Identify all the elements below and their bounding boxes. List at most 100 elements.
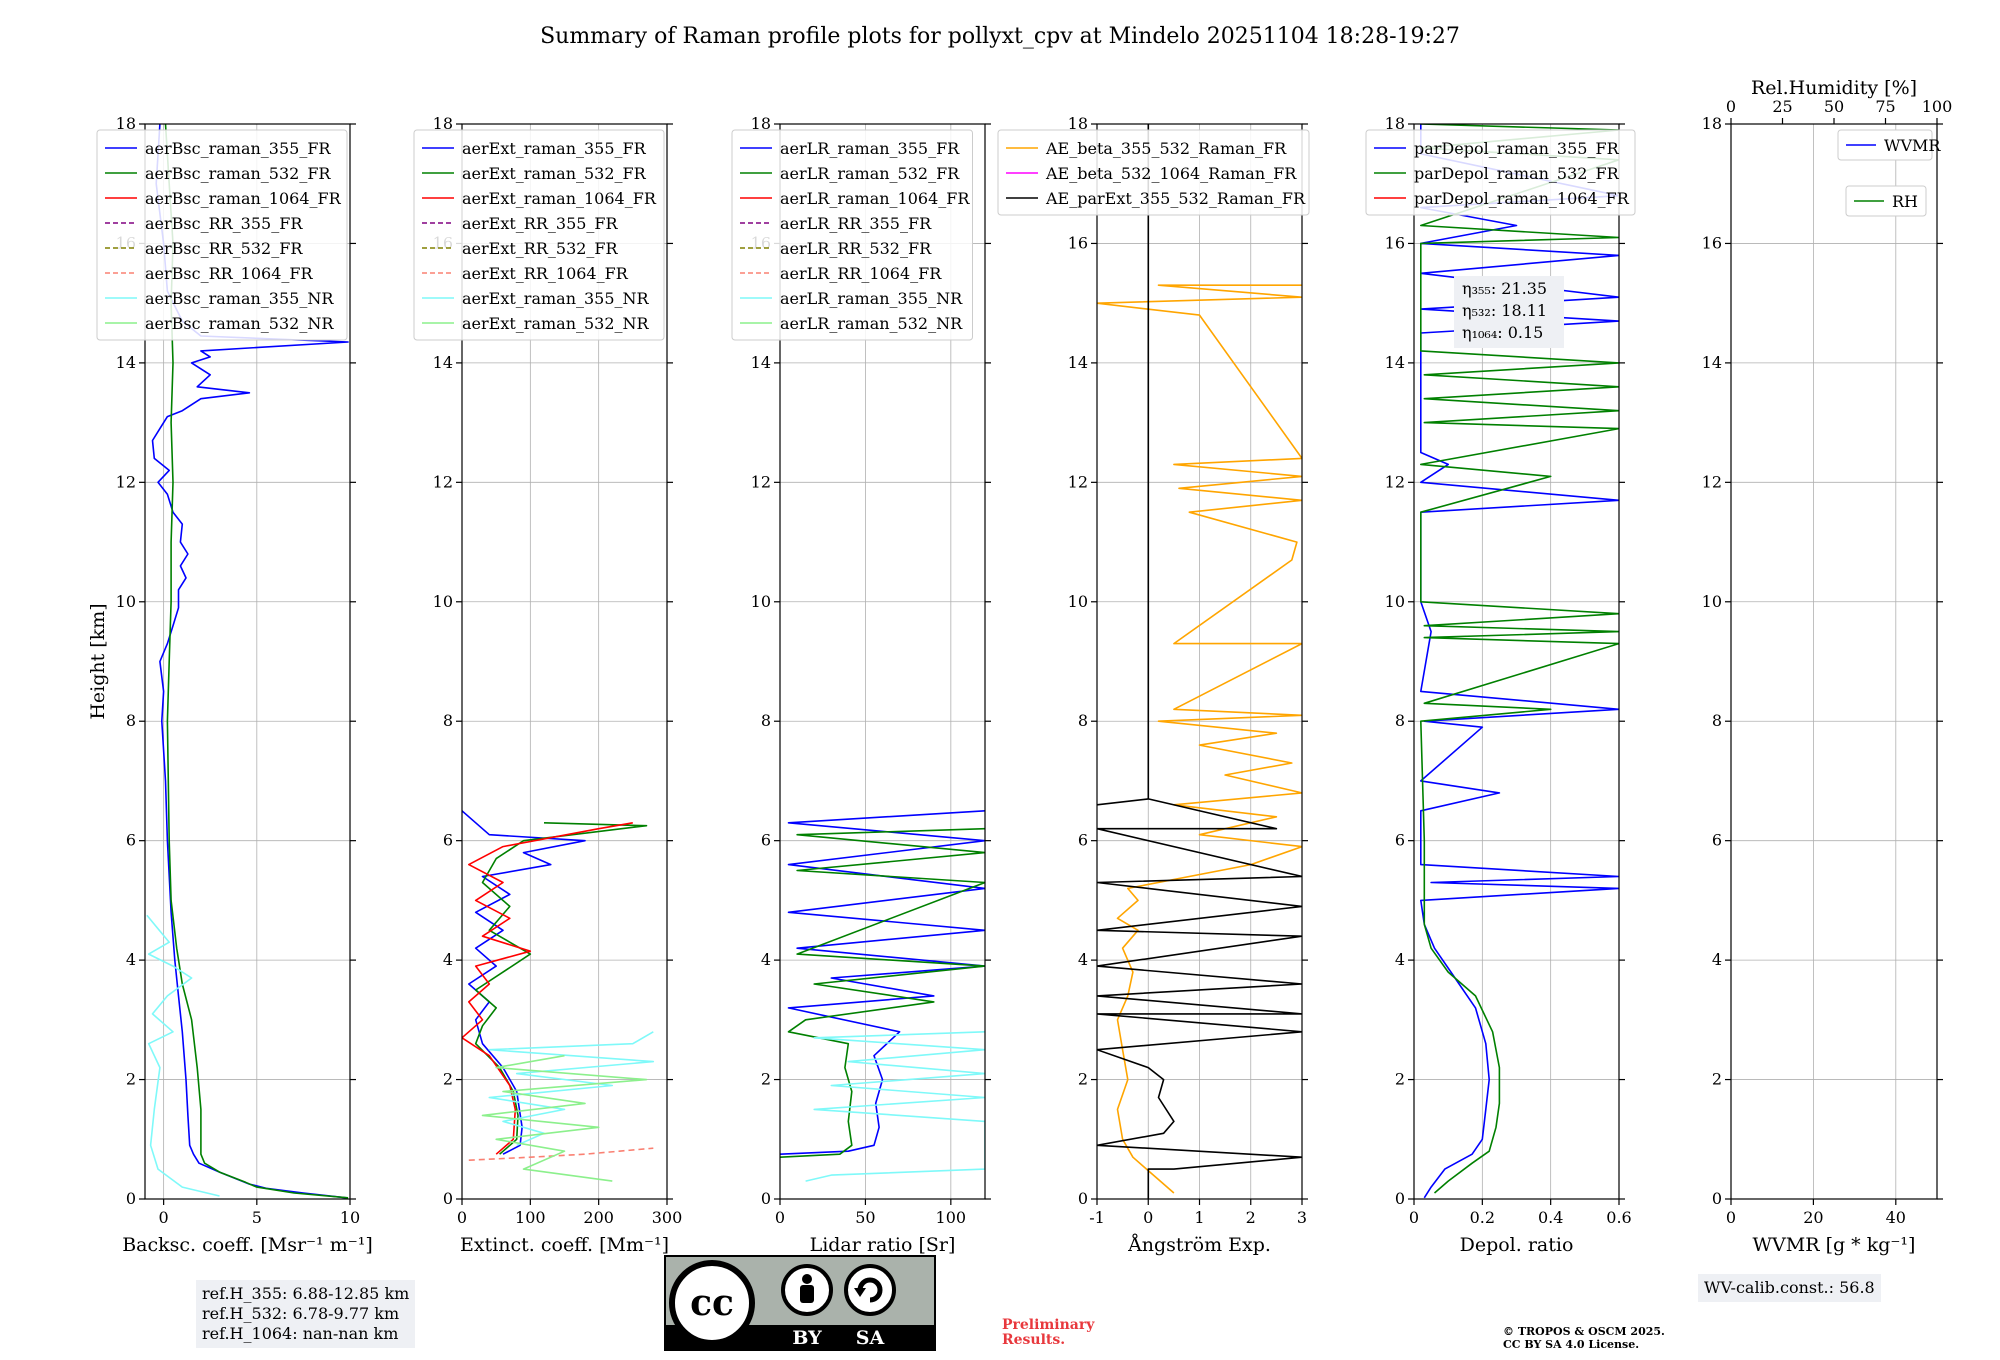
x-tick-label: 0 — [457, 1208, 467, 1227]
top-x-tick-label: 75 — [1875, 97, 1895, 116]
legend-label: aerBsc_RR_1064_FR — [145, 264, 314, 283]
panel-bsc: 0510024681012141618Backsc. coeff. [Msr⁻¹… — [87, 114, 373, 1256]
x-tick-label: 10 — [340, 1208, 360, 1227]
axes-frame — [779, 123, 986, 1200]
series-group — [146, 124, 349, 1199]
series-aerExt_raman_355_FR — [462, 810, 586, 1155]
top-x-tick-label: 0 — [1726, 97, 1736, 116]
y-tick-label: 12 — [116, 472, 136, 491]
series-aerExt_raman_532_NR — [481, 1054, 648, 1182]
series-aerExt_raman_355_NR — [488, 1031, 655, 1147]
y-tick-label: 4 — [443, 950, 453, 969]
y-tick-label: 18 — [751, 114, 771, 133]
y-tick-label: 12 — [1068, 472, 1088, 491]
x-tick-label: 5 — [252, 1208, 262, 1227]
preliminary-line-1: Preliminary — [1002, 1317, 1095, 1333]
y-tick-label: 16 — [1068, 233, 1088, 252]
y-tick-label: 4 — [1712, 950, 1722, 969]
legend-label: RH — [1892, 192, 1918, 211]
y-tick-label: 14 — [1385, 353, 1405, 372]
y-tick-label: 8 — [761, 711, 771, 730]
x-tick-label: 200 — [583, 1208, 614, 1227]
preliminary-note: Preliminary Results. — [1002, 1318, 1094, 1348]
y-tick-label: 0 — [1395, 1189, 1405, 1208]
legend-label: aerLR_raman_355_NR — [780, 289, 963, 308]
series-AE_parExt_355_532_Raman_FR — [1097, 124, 1302, 1199]
legend-label: aerExt_raman_532_FR — [462, 164, 647, 183]
x-axis-label: Extinct. coeff. [Mm⁻¹] — [460, 1234, 669, 1256]
top-x-tick-label: 25 — [1772, 97, 1792, 116]
y-tick-label: 10 — [751, 592, 771, 611]
y-tick-label: 4 — [1395, 950, 1405, 969]
y-tick-label: 0 — [1712, 1189, 1722, 1208]
legend-label: parDepol_raman_355_FR — [1414, 139, 1620, 158]
panel-ext: 0100200300024681012141618Extinct. coeff.… — [413, 114, 682, 1256]
legend-label: aerExt_RR_532_FR — [462, 239, 619, 258]
y-tick-label: 8 — [126, 711, 136, 730]
y-tick-label: 4 — [1078, 950, 1088, 969]
legend-label: aerBsc_raman_532_NR — [145, 314, 334, 333]
series-parDepol_raman_532_FR — [1420, 124, 1619, 1194]
x-tick-label: 40 — [1886, 1208, 1906, 1227]
x-axis-label: WVMR [g * kg⁻¹] — [1753, 1234, 1916, 1256]
cc-license-badge: cc BY SA — [664, 1255, 936, 1351]
series-aerBsc_raman_355_NR — [146, 914, 220, 1197]
reference-height-box: ref.H_355: 6.88-12.85 km ref.H_532: 6.78… — [196, 1280, 416, 1348]
legend-label: AE_parExt_355_532_Raman_FR — [1045, 189, 1306, 208]
y-tick-label: 12 — [1702, 472, 1722, 491]
y-tick-label: 4 — [761, 950, 771, 969]
legend-label: aerExt_raman_1064_FR — [462, 189, 657, 208]
y-tick-label: 14 — [116, 353, 136, 372]
wv-calib-box: WV-calib.const.: 56.8 — [1698, 1274, 1881, 1302]
y-tick-label: 6 — [443, 831, 453, 850]
panel-depol: 0 0.2 0.4 0.6 0 2 4 6 8 10 12 14 16 18 Depol. ratio par… — [1365, 114, 1636, 1256]
cc-badge-text: cc — [690, 1282, 734, 1324]
y-tick-label: 14 — [1702, 353, 1722, 372]
y-tick-label: 6 — [1078, 831, 1088, 850]
copyright-note: © TROPOS & OSCM 2025. CC BY SA 4.0 Licen… — [1503, 1325, 1665, 1351]
panel-lr: 050100024681012141618Lidar ratio [Sr]aer… — [731, 114, 991, 1256]
annotation-eta: η₃₅₅: 21.35 — [1462, 279, 1547, 298]
x-tick-label: 0 — [1409, 1208, 1419, 1227]
legend-label: aerBsc_raman_355_NR — [145, 289, 334, 308]
y-tick-label: 18 — [116, 114, 136, 133]
x-tick-label: 2 — [1246, 1208, 1256, 1227]
y-tick-label: 2 — [1078, 1070, 1088, 1089]
legend-label: aerBsc_raman_532_FR — [145, 164, 331, 183]
y-tick-label: 14 — [433, 353, 453, 372]
copyright-line-1: © TROPOS & OSCM 2025. — [1503, 1325, 1665, 1338]
refh-355: ref.H_355: 6.88-12.85 km — [202, 1284, 410, 1303]
y-tick-label: 6 — [1712, 831, 1722, 850]
legend-label: aerExt_raman_355_FR — [462, 139, 647, 158]
refh-1064: ref.H_1064: nan-nan km — [202, 1324, 399, 1343]
series-group — [780, 810, 985, 1182]
y-tick-label: 16 — [1702, 233, 1722, 252]
y-tick-label: 0 — [126, 1189, 136, 1208]
y-tick-label: 10 — [1702, 592, 1722, 611]
x-tick-label: 20 — [1803, 1208, 1823, 1227]
series-group — [1420, 124, 1619, 1199]
legend-label: aerExt_raman_355_NR — [462, 289, 650, 308]
copyright-line-2: CC BY SA 4.0 License. — [1503, 1338, 1640, 1351]
y-tick-label: 6 — [761, 831, 771, 850]
x-tick-label: 0.6 — [1606, 1208, 1631, 1227]
legend-label: aerBsc_RR_355_FR — [145, 214, 303, 233]
legend-box — [96, 129, 348, 341]
x-axis-label: Backsc. coeff. [Msr⁻¹ m⁻¹] — [122, 1234, 373, 1256]
y-tick-label: 18 — [1068, 114, 1088, 133]
x-tick-label: 50 — [855, 1208, 875, 1227]
legend-label: aerLR_RR_1064_FR — [780, 264, 942, 283]
axes-frame — [1413, 123, 1620, 1200]
series-aerBsc_raman_355_FR — [151, 124, 349, 1199]
legend-box — [1837, 129, 1933, 161]
panels: 0 5 10 0 2 4 6 8 10 12 14 16 18 Backsc. coeff. [Msr⁻¹… — [87, 77, 1952, 1256]
legend-label: AE_beta_355_532_Raman_FR — [1045, 139, 1287, 158]
top-x-tick-label: 50 — [1824, 97, 1844, 116]
annotation-eta: η₅₃₂: 18.11 — [1462, 301, 1547, 320]
y-tick-label: 0 — [443, 1189, 453, 1208]
legend-label: parDepol_raman_1064_FR — [1414, 189, 1630, 208]
cc-by-label: BY — [792, 1327, 822, 1349]
y-tick-label: 4 — [126, 950, 136, 969]
legend-label: aerLR_RR_355_FR — [780, 214, 932, 233]
